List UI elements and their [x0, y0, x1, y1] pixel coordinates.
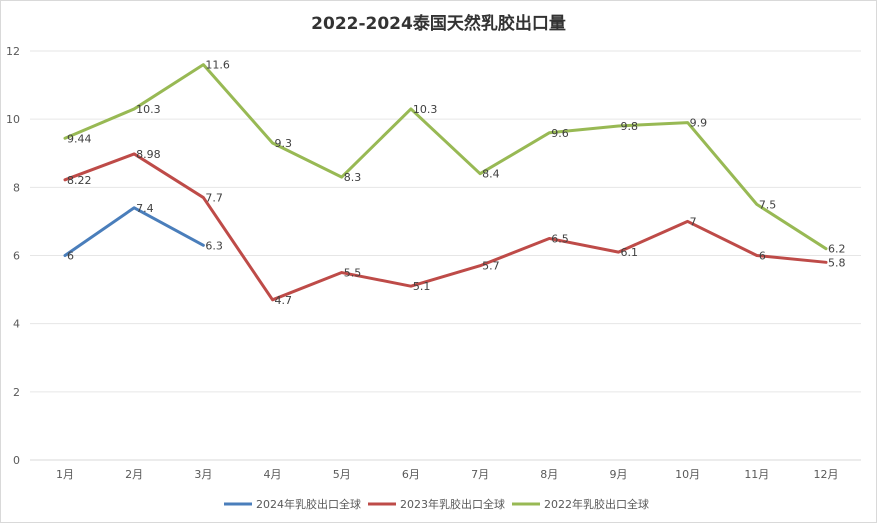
- y-axis-ticks: 0 2 4 6 8 10 12: [6, 45, 20, 467]
- x-axis-ticks: 1月 2月 3月 4月 5月 6月 7月 8月 9月 10月 11月 12月: [56, 468, 839, 481]
- data-label: 8.22: [67, 174, 92, 187]
- data-label: 6: [67, 250, 74, 263]
- x-tick-label: 4月: [264, 468, 282, 481]
- x-tick-label: 10月: [675, 468, 700, 481]
- data-label: 6: [759, 250, 766, 263]
- chart-title: 2022-2024泰国天然乳胶出口量: [311, 14, 566, 34]
- data-label: 6.5: [551, 232, 569, 245]
- data-label: 4.7: [275, 294, 293, 307]
- y-tick-label: 8: [13, 181, 20, 194]
- y-tick-label: 12: [6, 45, 20, 58]
- x-tick-label: 12月: [814, 468, 839, 481]
- data-label: 9.8: [620, 120, 638, 133]
- data-label: 10.3: [413, 103, 438, 116]
- data-label: 5.1: [413, 280, 431, 293]
- x-tick-label: 9月: [609, 468, 627, 481]
- data-label: 9.3: [275, 137, 293, 150]
- data-label: 5.8: [828, 256, 846, 269]
- data-label: 7: [690, 215, 697, 228]
- y-tick-label: 2: [13, 386, 20, 399]
- y-tick-label: 4: [13, 318, 20, 331]
- legend: 2024年乳胶出口全球 2023年乳胶出口全球 2022年乳胶出口全球: [224, 497, 649, 511]
- data-label: 9.6: [551, 127, 569, 140]
- data-label: 5.7: [482, 260, 500, 273]
- y-tick-label: 6: [13, 250, 20, 263]
- x-tick-label: 8月: [540, 468, 558, 481]
- data-label: 9.9: [690, 117, 708, 130]
- data-labels: 6 7.4 6.3 8.22 8.98 7.7 4.7 5.5 5.1 5.7 6.5 6.1 7 6 5.…: [67, 59, 846, 307]
- y-tick-label: 0: [13, 454, 20, 467]
- x-tick-label: 11月: [744, 468, 769, 481]
- data-label: 7.5: [759, 198, 777, 211]
- data-label: 10.3: [136, 103, 161, 116]
- data-label: 9.44: [67, 132, 92, 145]
- data-label: 8.4: [482, 168, 500, 181]
- data-label: 6.2: [828, 243, 846, 256]
- data-label: 8.3: [344, 171, 362, 184]
- data-label: 5.5: [344, 267, 362, 280]
- legend-label: 2024年乳胶出口全球: [256, 497, 361, 511]
- legend-label: 2022年乳胶出口全球: [544, 497, 649, 511]
- series-line-2: [63, 152, 828, 302]
- data-label: 6.3: [205, 239, 223, 252]
- x-tick-label: 5月: [333, 468, 351, 481]
- data-label: 6.1: [620, 246, 638, 259]
- series-line-1: [63, 206, 205, 257]
- series-line-3: [63, 63, 828, 251]
- y-tick-label: 10: [6, 113, 20, 126]
- x-tick-label: 3月: [194, 468, 212, 481]
- x-tick-label: 1月: [56, 468, 74, 481]
- data-label: 11.6: [205, 59, 230, 72]
- data-label: 7.7: [205, 192, 223, 205]
- x-tick-label: 6月: [402, 468, 420, 481]
- data-label: 7.4: [136, 202, 154, 215]
- series-lines: [63, 63, 828, 302]
- data-label: 8.98: [136, 148, 161, 161]
- legend-label: 2023年乳胶出口全球: [400, 497, 505, 511]
- x-tick-label: 2月: [125, 468, 143, 481]
- grid-lines: [30, 50, 861, 461]
- x-tick-label: 7月: [471, 468, 489, 481]
